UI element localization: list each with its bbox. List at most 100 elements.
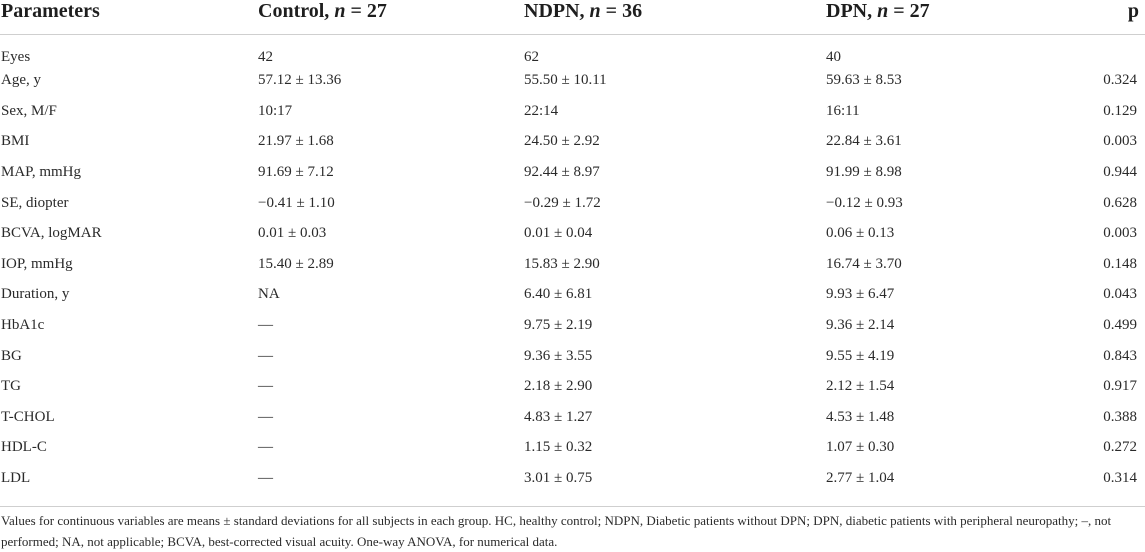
row-p-value (1087, 34, 1145, 66)
row-p-value: 0.324 (1103, 72, 1137, 89)
row-dpn-value: 1.07 ± 0.30 (826, 439, 895, 456)
row-control-value: — (258, 439, 273, 456)
row-ndpn-value: 6.40 ± 6.81 (524, 286, 593, 303)
row-p-value: 0.944 (1103, 164, 1137, 181)
row-control-value: 0.01 ± 0.03 (258, 225, 327, 242)
header-parameters: Parameters (0, 0, 258, 35)
header-dpn: DPN, n = 27 (826, 0, 1087, 35)
row-ndpn-value: 62 (524, 48, 539, 65)
table-row: Duration, y NA 6.40 ± 6.81 9.93 ± 6.47 0.043 (0, 280, 1145, 311)
row-control-value: 21.97 ± 1.68 (258, 133, 334, 150)
row-p-value: 0.499 (1103, 317, 1137, 334)
row-p-value: 0.628 (1103, 194, 1137, 211)
row-dpn-value: 9.36 ± 2.14 (826, 317, 895, 334)
header-p: p (1087, 0, 1145, 35)
row-parameter: HDL-C (1, 439, 47, 456)
table-row: Sex, M/F 10:17 22:14 16:11 0.129 (0, 96, 1145, 127)
row-parameter: SE, diopter (1, 194, 69, 211)
table-body: Eyes 42 62 40 Age, y 57.12 ± 13.36 55.50 ± 10.… (0, 34, 1145, 494)
row-dpn-value: 2.77 ± 1.04 (826, 470, 895, 487)
row-ndpn-value: 92.44 ± 8.97 (524, 164, 600, 181)
header-ndpn: NDPN, n = 36 (524, 0, 826, 35)
header-control-n: n (334, 0, 346, 22)
row-dpn-value: 9.55 ± 4.19 (826, 347, 895, 364)
row-control-value: — (258, 378, 273, 395)
row-control-value: 10:17 (258, 102, 293, 119)
row-parameter: Eyes (1, 48, 31, 65)
row-parameter: T-CHOL (1, 408, 55, 425)
header-ndpn-n: n (589, 0, 601, 22)
row-ndpn-value: 22:14 (524, 102, 559, 119)
row-p-value: 0.314 (1103, 470, 1137, 487)
row-p-value: 0.917 (1103, 378, 1137, 395)
row-ndpn-value: 9.75 ± 2.19 (524, 317, 593, 334)
row-p-value: 0.003 (1103, 225, 1137, 242)
row-dpn-value: 16.74 ± 3.70 (826, 255, 902, 272)
header-dpn-n: n (877, 0, 889, 22)
row-ndpn-value: 2.18 ± 2.90 (524, 378, 593, 395)
row-parameter: BG (1, 347, 22, 364)
header-ndpn-prefix: NDPN, (524, 0, 590, 22)
row-ndpn-value: 1.15 ± 0.32 (524, 439, 593, 456)
table-row: T-CHOL — 4.83 ± 1.27 4.53 ± 1.48 0.388 (0, 402, 1145, 433)
table-row: Eyes 42 62 40 (0, 34, 1145, 66)
header-dpn-prefix: DPN, (826, 0, 878, 22)
row-control-value: — (258, 470, 273, 487)
row-p-value: 0.148 (1103, 255, 1137, 272)
table-row: MAP, mmHg 91.69 ± 7.12 92.44 ± 8.97 91.99 ±… (0, 157, 1145, 188)
row-ndpn-value: 0.01 ± 0.04 (524, 225, 593, 242)
row-dpn-value: 91.99 ± 8.98 (826, 164, 902, 181)
row-parameter: Age, y (1, 72, 41, 89)
row-parameter: BMI (1, 133, 30, 150)
row-parameter: MAP, mmHg (1, 164, 82, 181)
row-control-value: NA (258, 286, 280, 303)
row-dpn-value: 2.12 ± 1.54 (826, 378, 895, 395)
row-parameter: TG (1, 378, 21, 395)
table-row: TG — 2.18 ± 2.90 2.12 ± 1.54 0.917 (0, 371, 1145, 402)
header-control-prefix: Control, (258, 0, 335, 22)
row-ndpn-value: −0.29 ± 1.72 (524, 194, 601, 211)
row-control-value: 42 (258, 48, 273, 65)
row-control-value: 57.12 ± 13.36 (258, 72, 342, 89)
row-parameter: BCVA, logMAR (1, 225, 102, 242)
row-ndpn-value: 4.83 ± 1.27 (524, 408, 593, 425)
header-control: Control, n = 27 (258, 0, 524, 35)
row-p-value: 0.388 (1103, 408, 1137, 425)
row-p-value: 0.129 (1103, 102, 1137, 119)
table-row: HbA1c — 9.75 ± 2.19 9.36 ± 2.14 0.499 (0, 310, 1145, 341)
row-dpn-value: −0.12 ± 0.93 (826, 194, 903, 211)
header-row: Parameters Control, n = 27 NDPN, n = 36 … (0, 0, 1145, 35)
table-footnote: Values for continuous variables are mean… (1, 513, 1112, 549)
table-row: BG — 9.36 ± 3.55 9.55 ± 4.19 0.843 (0, 341, 1145, 372)
row-ndpn-value: 24.50 ± 2.92 (524, 133, 600, 150)
row-p-value: 0.843 (1103, 347, 1137, 364)
row-p-value: 0.003 (1103, 133, 1137, 150)
row-dpn-value: 59.63 ± 8.53 (826, 72, 902, 89)
table-row: IOP, mmHg 15.40 ± 2.89 15.83 ± 2.90 16.74 ±… (0, 249, 1145, 280)
table-row: HDL-C — 1.15 ± 0.32 1.07 ± 0.30 0.272 (0, 433, 1145, 464)
row-ndpn-value: 15.83 ± 2.90 (524, 255, 600, 272)
row-dpn-value: 16:11 (826, 102, 860, 119)
table-row: LDL — 3.01 ± 0.75 2.77 ± 1.04 0.314 (0, 463, 1145, 494)
row-ndpn-value: 55.50 ± 10.11 (524, 72, 607, 89)
row-parameter: LDL (1, 470, 31, 487)
row-control-value: 91.69 ± 7.12 (258, 164, 334, 181)
row-control-value: — (258, 317, 273, 334)
header-ndpn-suffix: = 36 (600, 0, 643, 22)
row-control-value: −0.41 ± 1.10 (258, 194, 335, 211)
row-dpn-value: 4.53 ± 1.48 (826, 408, 895, 425)
parameters-table: Parameters Control, n = 27 NDPN, n = 36 … (0, 0, 1145, 494)
row-parameter: IOP, mmHg (1, 255, 73, 272)
header-dpn-suffix: = 27 (888, 0, 930, 22)
row-control-value: — (258, 408, 273, 425)
row-ndpn-value: 3.01 ± 0.75 (524, 470, 593, 487)
header-control-suffix: = 27 (345, 0, 387, 22)
row-control-value: — (258, 347, 273, 364)
row-p-value: 0.272 (1103, 439, 1137, 456)
row-dpn-value: 22.84 ± 3.61 (826, 133, 902, 150)
table-row: SE, diopter −0.41 ± 1.10 −0.29 ± 1.72 −0.12… (0, 188, 1145, 219)
row-p-value: 0.043 (1103, 286, 1137, 303)
table-row: BMI 21.97 ± 1.68 24.50 ± 2.92 22.84 ± 3.61 0… (0, 127, 1145, 158)
table-row: Age, y 57.12 ± 13.36 55.50 ± 10.11 59.63 ± … (0, 66, 1145, 97)
